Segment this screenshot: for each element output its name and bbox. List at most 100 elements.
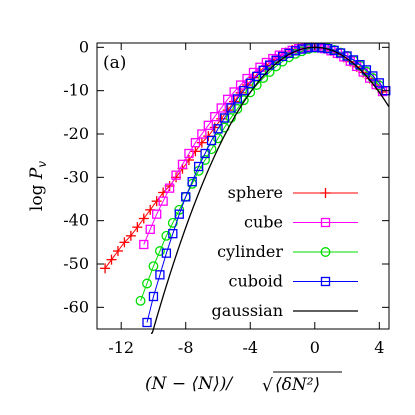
cuboid-point [219, 113, 230, 123]
legend-item-cylinder: cylinder [217, 242, 358, 261]
y-ticks: 0 -10 -20 -30 -40 -50 -60 [63, 37, 389, 316]
gaussian-curve [151, 46, 390, 334]
cube-point [216, 103, 226, 113]
legend-item-cuboid: cuboid [229, 272, 358, 291]
cylinder-point [154, 246, 165, 256]
y-tick-label: -20 [63, 124, 89, 143]
cube-point [242, 73, 252, 84]
legend-marker [320, 276, 331, 287]
sphere-point [132, 222, 143, 233]
y-axis-label-prefix: log [27, 179, 47, 211]
legend-marker [320, 247, 331, 257]
cube-point [210, 112, 220, 122]
y-tick-label: -10 [63, 81, 89, 100]
cuboid-point [213, 124, 223, 134]
cube-point [177, 159, 188, 169]
cuboid-point [226, 103, 236, 113]
cylinder-point [238, 95, 249, 106]
cylinder-point [161, 230, 172, 241]
cube-point [203, 120, 213, 130]
cuboid-point [148, 291, 159, 302]
x-axis-label-sqrt: √ [262, 376, 273, 396]
cube-point [229, 87, 239, 97]
sphere-point [125, 230, 136, 241]
cylinder-point [148, 261, 159, 272]
cuboid-point [258, 65, 268, 75]
legend-label: cuboid [229, 272, 284, 291]
x-axis-label-radicand: ⟨δN²⟩ [275, 375, 320, 395]
sphere-point [138, 213, 149, 224]
legend-marker [320, 188, 331, 198]
x-tick-label: -4 [242, 338, 258, 357]
cube-point [145, 224, 155, 234]
cuboid-point [187, 177, 197, 187]
sphere-point [106, 254, 117, 265]
cube-point [190, 138, 201, 148]
cuboid-point [232, 94, 243, 104]
cube-point [158, 196, 168, 206]
y-axis-label: log Pv [27, 161, 49, 211]
cuboid-point [155, 270, 165, 280]
sphere-point [190, 146, 201, 157]
cuboid-point [290, 46, 301, 56]
cuboid-point [297, 44, 307, 54]
cuboid-point [381, 86, 391, 96]
legend: sphere cube cylinder cuboid gaussian [212, 183, 358, 320]
legend-label: cube [244, 213, 283, 232]
series-sphere [100, 42, 388, 274]
x-tick-label: -8 [178, 338, 194, 357]
x-tick-label: -12 [108, 338, 134, 357]
legend-label: sphere [228, 183, 283, 202]
sphere-point [171, 172, 182, 183]
sphere-point [229, 96, 240, 107]
sphere-point [151, 196, 162, 207]
cube-point [164, 183, 175, 193]
cuboid-point [252, 71, 262, 82]
y-tick-label: -50 [63, 254, 89, 273]
sphere-point [112, 246, 123, 256]
legend-label: gaussian [212, 301, 283, 320]
cuboid-point [206, 135, 217, 146]
cuboid-point [284, 48, 294, 59]
cube-point [139, 239, 149, 250]
cube-point [235, 80, 246, 90]
cylinder-point [200, 155, 211, 165]
cylinder-point [264, 67, 275, 77]
sphere-point [242, 80, 253, 91]
legend-item-gaussian: gaussian [212, 301, 358, 320]
cube-point [171, 170, 181, 180]
x-axis-label-text: (N − ⟨N⟩)/ [145, 374, 234, 394]
cylinder-point [245, 87, 256, 98]
y-axis-label-sub: v [35, 161, 49, 168]
cuboid-point [161, 248, 172, 258]
sphere-point [100, 263, 111, 274]
y-tick-label: -40 [63, 211, 89, 230]
x-tick-label: 4 [374, 338, 384, 357]
y-tick-label: 0 [79, 37, 89, 56]
cuboid-point [239, 86, 249, 96]
cylinder-point [135, 295, 146, 306]
cube-point [184, 148, 194, 159]
cylinder-point [167, 217, 178, 228]
cube-point [223, 94, 233, 104]
cuboid-point [200, 148, 210, 159]
cuboid-point [174, 209, 184, 219]
cuboid-point [181, 192, 191, 202]
x-tick-label: 0 [310, 338, 320, 357]
cube-point [197, 129, 207, 139]
x-axis-label: (N − ⟨N⟩)/ √ ⟨δN²⟩ [145, 371, 342, 396]
legend-marker [320, 217, 331, 228]
cuboid-line [146, 46, 387, 323]
plot-frame [96, 42, 390, 330]
legend-label: cylinder [217, 242, 283, 261]
cube-point [255, 62, 265, 72]
legend-item-sphere: sphere [228, 183, 358, 202]
x-ticks: -12 -8 -4 0 4 [108, 43, 384, 357]
sphere-point [196, 137, 207, 148]
cylinder-point [271, 61, 282, 72]
cuboid-point [374, 78, 384, 88]
y-axis-label-var: P [27, 167, 47, 180]
cube-point [152, 209, 162, 219]
cuboid-point [368, 71, 378, 81]
cylinder-point [142, 278, 152, 289]
